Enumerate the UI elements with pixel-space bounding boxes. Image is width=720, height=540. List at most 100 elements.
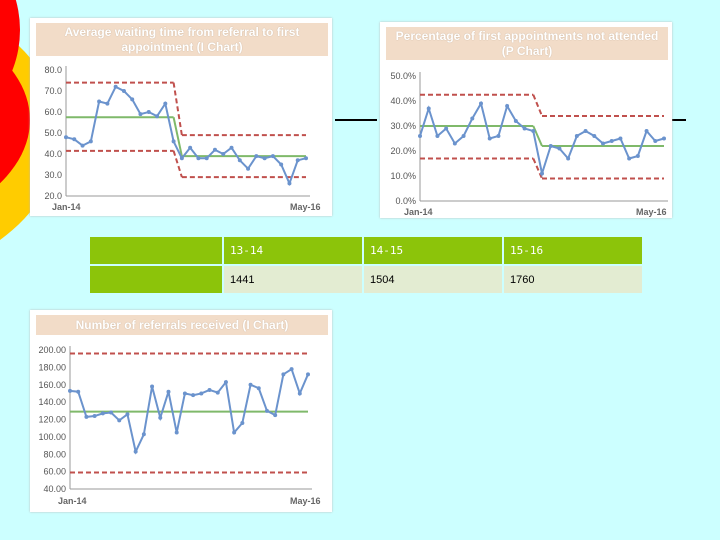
data-point: [435, 134, 440, 138]
data-point: [88, 139, 93, 144]
table-header-cell: 14-15: [364, 237, 502, 264]
y-tick-label: 30.0: [44, 170, 62, 180]
data-point: [72, 137, 77, 142]
y-tick-label: 50.0%: [390, 71, 416, 81]
table-cell: 1760: [504, 266, 642, 293]
divider-line-right: [672, 119, 686, 121]
data-point: [237, 158, 242, 163]
data-point: [212, 147, 217, 152]
data-point: [295, 158, 300, 163]
data-point: [248, 382, 253, 387]
data-point: [179, 156, 184, 161]
data-point: [297, 391, 302, 396]
data-point: [207, 387, 212, 392]
upper-control-limit: [172, 82, 183, 136]
table-header-cell: 13-14: [224, 237, 362, 264]
data-point: [196, 156, 201, 161]
mean-line: [532, 125, 543, 147]
data-point: [117, 418, 122, 423]
x-tick-label: May-16: [290, 202, 321, 212]
mean-line: [172, 117, 183, 157]
data-point: [426, 106, 431, 111]
data-point: [304, 156, 308, 161]
data-point: [418, 134, 422, 138]
table-header-row: 13-14 14-15 15-16: [90, 237, 642, 264]
referrals-chart-panel: 200.00 180.00 160.00 140.00 120.00 100.00 80.0…: [30, 310, 332, 512]
data-point: [289, 367, 294, 372]
data-point: [188, 145, 193, 150]
data-point: [130, 97, 135, 102]
data-point: [566, 156, 571, 161]
table-header-cell: 15-16: [504, 237, 642, 264]
data-point: [470, 116, 475, 121]
referrals-by-year-table: 13-14 14-15 15-16 1441 1504 1760: [88, 235, 644, 295]
data-point: [609, 139, 614, 143]
data-point: [229, 145, 234, 150]
table-cell: [90, 266, 222, 293]
data-point: [452, 141, 457, 146]
data-point: [146, 110, 151, 114]
y-tick-label: 120.00: [38, 415, 66, 425]
waiting-time-chart-panel: 80.0 70.0 60.0 50.0 40.0 30.0 20.0 Jan-14 May-16…: [30, 18, 332, 216]
y-tick-label: 180.00: [38, 362, 66, 372]
table-header-cell: [90, 237, 222, 264]
x-tick-label: May-16: [636, 207, 667, 217]
data-point: [548, 144, 553, 148]
table-cell: 1441: [224, 266, 362, 293]
data-point: [199, 391, 204, 396]
data-point: [150, 384, 155, 389]
data-point: [232, 430, 237, 435]
series-line: [419, 100, 665, 178]
data-point: [221, 152, 226, 156]
data-point: [76, 389, 81, 394]
y-tick-label: 40.00: [43, 484, 66, 494]
data-point: [264, 408, 269, 413]
data-point: [100, 411, 105, 416]
data-point: [531, 129, 536, 133]
data-point: [109, 410, 114, 415]
data-point: [155, 114, 160, 119]
y-tick-label: 30.0%: [390, 121, 416, 131]
data-point: [223, 380, 228, 385]
data-point: [163, 101, 168, 106]
data-point: [444, 126, 449, 131]
data-point: [574, 134, 579, 138]
data-point: [133, 449, 138, 454]
data-point: [505, 104, 510, 108]
data-point: [513, 119, 518, 123]
data-point: [653, 139, 658, 143]
upper-control-limit: [532, 94, 543, 117]
data-point: [627, 156, 632, 161]
y-tick-label: 70.0: [44, 86, 62, 96]
data-point: [68, 388, 72, 393]
data-point: [97, 99, 102, 104]
y-tick-label: 60.0: [44, 107, 62, 117]
not-attended-chart-panel: 50.0% 40.0% 30.0% 20.0% 10.0% 0.0% Jan-14 May-1…: [380, 22, 672, 218]
data-point: [158, 415, 163, 420]
y-tick-label: 140.00: [38, 397, 66, 407]
data-point: [256, 386, 261, 391]
data-point: [557, 146, 562, 151]
divider-line-left: [335, 119, 377, 121]
data-point: [166, 389, 171, 394]
data-point: [306, 372, 310, 377]
y-tick-label: 160.00: [38, 380, 66, 390]
data-point: [182, 391, 187, 396]
data-point: [662, 136, 666, 141]
data-point: [171, 139, 176, 144]
data-point: [240, 420, 245, 425]
data-point: [496, 134, 501, 138]
data-point: [270, 154, 275, 159]
y-tick-label: 10.0%: [390, 171, 416, 181]
y-tick-label: 60.00: [43, 467, 66, 477]
x-tick-label: Jan-14: [404, 207, 433, 217]
y-tick-label: 0.0%: [395, 196, 416, 206]
data-point: [644, 129, 649, 133]
data-point: [279, 162, 284, 167]
data-point: [105, 101, 110, 106]
data-point: [113, 84, 118, 89]
data-point: [487, 136, 492, 141]
lower-control-limit: [172, 150, 183, 178]
data-point: [64, 135, 68, 140]
